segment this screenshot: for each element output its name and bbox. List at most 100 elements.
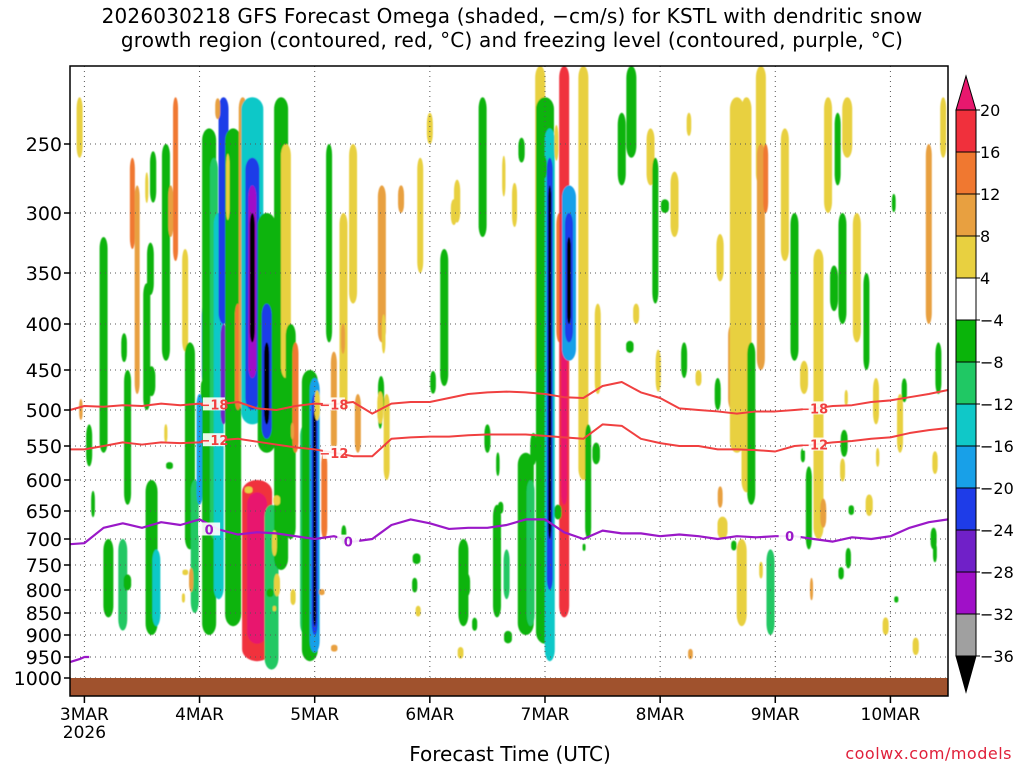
omega-streak <box>813 249 824 539</box>
omega-cell <box>472 617 478 631</box>
omega-cell <box>79 398 83 420</box>
omega-cell <box>875 447 880 467</box>
colorbar-label: −36 <box>980 647 1014 666</box>
omega-streak <box>168 185 174 237</box>
colorbar-label: 12 <box>980 185 1000 204</box>
omega-cell <box>502 155 506 197</box>
contour-label--18: −18 <box>799 402 828 417</box>
contour-label--12: −12 <box>319 447 348 462</box>
omega-streak <box>578 66 589 480</box>
colorbar-box <box>955 277 977 321</box>
omega-streak <box>103 539 114 618</box>
omega-cell <box>688 648 693 660</box>
omega-streak <box>747 342 756 505</box>
omega-cell <box>147 366 156 397</box>
omega-streak <box>134 185 140 394</box>
omega-cell <box>91 490 95 518</box>
y-tick-label: 900 <box>26 625 62 647</box>
omega-cell <box>830 265 839 312</box>
contour-label-bg <box>778 529 801 543</box>
omega-streak <box>617 112 626 186</box>
omega-cell <box>717 486 723 508</box>
omega-streak <box>493 504 502 618</box>
omega-streak <box>383 394 390 480</box>
omega-streak <box>398 185 405 213</box>
contour-label-bg <box>202 397 225 411</box>
omega-streak <box>681 342 688 378</box>
omega-cell <box>496 452 500 476</box>
contour-label--18: −18 <box>199 398 228 413</box>
colorbar-label: −16 <box>980 437 1014 456</box>
x-tick-label: 10MAR <box>861 705 921 725</box>
omega-cell <box>381 314 386 354</box>
omega-cell <box>840 458 846 482</box>
omega-cell <box>891 193 896 213</box>
omega-streak <box>729 97 744 453</box>
colorbar-box <box>955 487 977 531</box>
omega-streak <box>863 273 870 370</box>
y-tick-label: 550 <box>26 436 62 458</box>
colorbar-label: 20 <box>980 101 1000 120</box>
source-credit: coolwx.com/models <box>845 744 1012 763</box>
omega-cell <box>215 98 221 120</box>
omega-cell <box>273 495 281 506</box>
omega-streak <box>377 185 386 343</box>
omega-streak <box>756 144 765 370</box>
y-tick-label: 850 <box>26 603 62 625</box>
grid-lines <box>70 66 948 696</box>
colorbar-box <box>955 613 977 657</box>
chart-title-line-2: growth region (contoured, red, °C) and f… <box>120 28 904 52</box>
omega-cell <box>865 494 873 516</box>
colorbar-box <box>955 151 977 195</box>
omega-cell <box>759 561 763 579</box>
omega-cell <box>272 605 277 612</box>
omega-streak <box>652 157 659 304</box>
omega-streak <box>834 112 841 186</box>
contour-label-bg <box>198 522 221 536</box>
omega-streak <box>354 394 361 453</box>
omega-cell <box>800 448 805 463</box>
omega-streak <box>594 303 601 394</box>
omega-streak <box>805 466 812 550</box>
y-tick-label: 650 <box>26 501 62 523</box>
colorbar-bottom-arrow <box>955 655 977 694</box>
omega-streak <box>852 213 861 343</box>
contour-label-0: 0 <box>205 523 214 538</box>
omega-cell <box>592 442 600 465</box>
omega-streak <box>548 185 552 539</box>
omega-cell <box>150 151 157 203</box>
omega-cell <box>453 179 461 223</box>
omega-streak <box>426 112 433 144</box>
omega-streak <box>313 410 317 627</box>
omega-streak <box>780 128 789 261</box>
omega-streak <box>173 97 179 261</box>
x-tick-label: 7MAR <box>521 705 570 725</box>
omega-streak <box>478 97 487 237</box>
omega-cell <box>731 540 737 551</box>
omega-cell <box>188 567 194 592</box>
omega-streak <box>925 144 932 324</box>
x-tick-label: 4MAR <box>175 705 224 725</box>
omega-cell <box>504 630 512 644</box>
omega-cell <box>412 577 418 593</box>
colorbar-label: −20 <box>980 479 1014 498</box>
omega-cell <box>844 389 848 406</box>
x-tick-label: 8MAR <box>636 705 685 725</box>
omega-cell <box>554 504 562 520</box>
colorbar-label: −8 <box>980 353 1004 372</box>
omega-streak <box>897 394 904 453</box>
x-tick-label: 6MAR <box>405 705 454 725</box>
contour-label--12: −12 <box>799 439 828 454</box>
omega-cell <box>341 323 346 354</box>
omega-streak <box>280 144 291 378</box>
omega-cell <box>181 593 185 603</box>
contours: −18 −18 −18 −12 −12 −12 0 0 0 <box>69 381 949 664</box>
y-tick-label: 500 <box>26 400 62 422</box>
omega-cell <box>541 156 547 179</box>
colorbar-box <box>955 319 977 363</box>
colorbar-label: 8 <box>980 227 990 246</box>
omega-streak <box>670 171 679 237</box>
omega-cell <box>518 137 525 163</box>
